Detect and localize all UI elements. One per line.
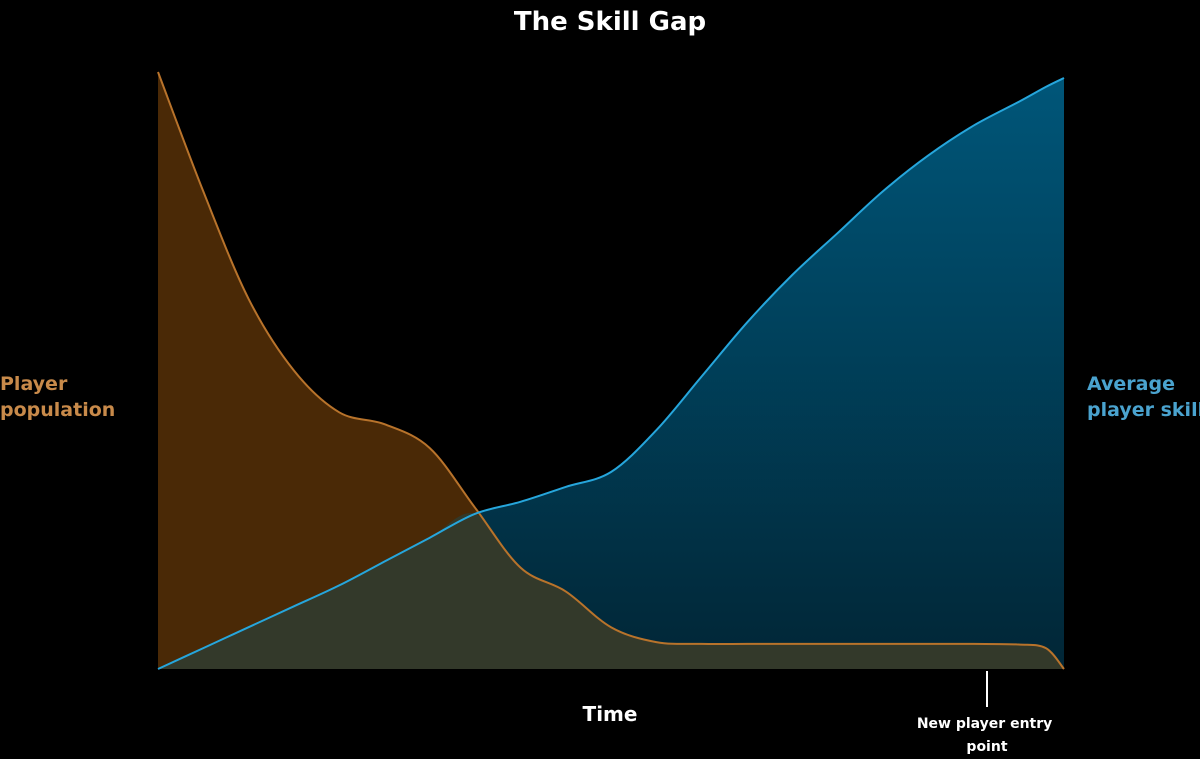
entry-point-label: New player entry point (917, 716, 1057, 755)
skill-line (157, 77, 1065, 670)
overlap-area (158, 513, 1064, 669)
right-axis-label: Average player skill (1087, 373, 1200, 421)
x-axis-label: Time (583, 702, 638, 726)
population-area (158, 72, 1064, 669)
chart-title: The Skill Gap (514, 7, 706, 37)
skill-area (158, 78, 1064, 669)
population-line (157, 71, 1065, 670)
left-axis-label: Player population (0, 373, 115, 421)
